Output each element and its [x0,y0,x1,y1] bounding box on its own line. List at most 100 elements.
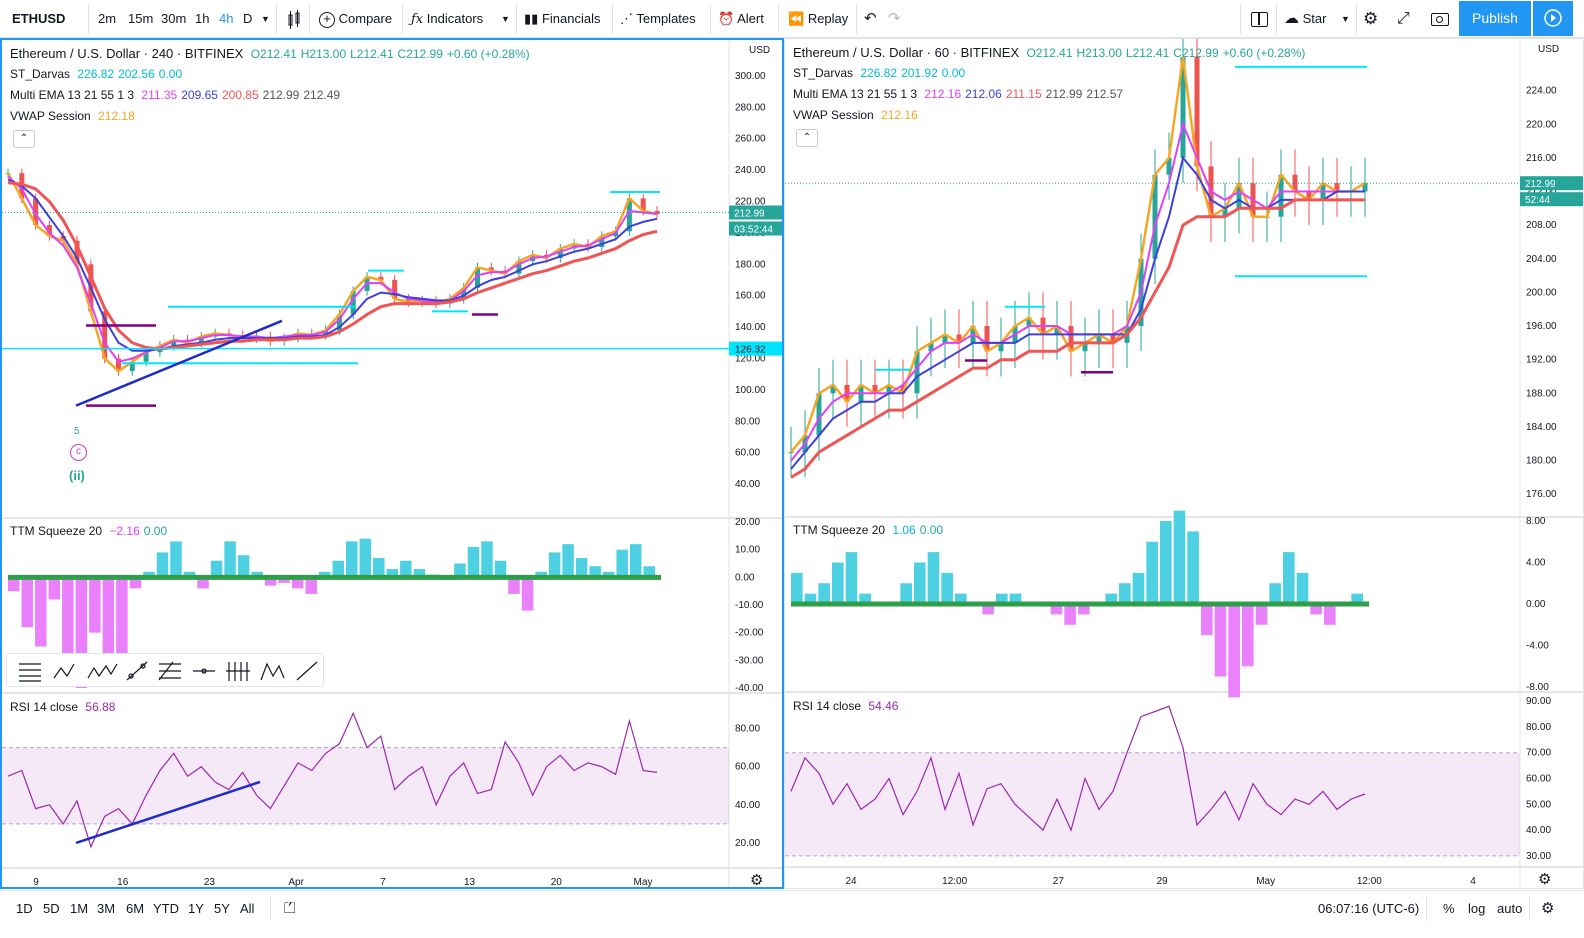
candle-body [1068,326,1074,352]
price-tick-label: 224.00 [1526,86,1557,97]
gear-icon[interactable]: ⚙ [1541,900,1555,917]
rsi-tick-label: 40.00 [735,800,760,811]
ttm-histogram-bar [1269,583,1281,604]
chevron-down-icon[interactable]: ▼ [501,14,510,24]
range-5d[interactable]: 5D [43,901,60,916]
indicator-value: 0.00 [941,66,966,80]
ttm-histogram-bar [575,557,588,578]
camera-icon[interactable] [1431,0,1449,38]
publish-button[interactable]: Publish [1459,1,1531,36]
cloud-icon: ☁ [1284,10,1299,27]
legend-vwap[interactable]: VWAP Session 212.18 [10,109,139,123]
percent-toggle[interactable]: % [1443,901,1455,916]
ttm-histogram-bar [156,552,169,578]
ttm-histogram-bar [305,577,317,594]
collapse-legend-button[interactable]: ⌃ [796,129,818,147]
price-tick-label: 120.00 [735,354,766,365]
collapse-legend-button[interactable]: ⌃ [13,130,35,148]
ttm-histogram-bar [1132,572,1145,604]
range-1d[interactable]: 1D [16,901,33,916]
ttm-histogram-bar [914,562,926,604]
currency-label[interactable]: USD [749,45,771,56]
financials-button[interactable]: ▮▮ Financials [524,0,600,38]
divider [778,4,779,34]
rsi-line [790,705,1366,832]
candle-body [33,198,39,226]
currency-label[interactable]: USD [1538,44,1560,55]
ttm-histogram-bar [210,560,223,578]
gear-icon[interactable]: ⚙ [1363,9,1379,28]
fullscreen-icon[interactable]: ⤢ [1397,10,1410,27]
rsi-tick-label: 80.00 [735,724,760,735]
chevron-down-icon[interactable]: ▼ [1341,14,1350,24]
candles-icon[interactable] [286,0,302,38]
right-chart-canvas[interactable]: 224.00 220.00 216.00 212.00 208.00 204.00 200.… [785,39,1584,889]
fib-icon[interactable] [158,661,181,681]
divider [88,4,89,34]
legend-ttm[interactable]: TTM Squeeze 20 1.06 0.00 [793,523,947,537]
lines-icon[interactable] [19,663,41,682]
range-3m[interactable]: 3M [97,901,116,916]
interval-4h[interactable]: 4h [219,11,234,26]
legend-ema[interactable]: Multi EMA 13 21 55 1 3 212.16 212.06 211.1… [793,87,1127,101]
elliott-wave-icon[interactable] [87,663,118,679]
alert-button[interactable]: ⏰ Alert [718,0,764,38]
templates-button[interactable]: ⋰ Templates [620,0,696,38]
interval-d[interactable]: D [243,11,253,26]
legend-ttm[interactable]: TTM Squeeze 20 −2.16 0.00 [10,524,171,538]
redo-icon[interactable]: ↷ [888,10,901,27]
range-1m[interactable]: 1M [70,901,89,916]
candle-body [1180,57,1186,158]
legend-rsi[interactable]: RSI 14 close 56.88 [10,700,119,714]
price-tick-label: 260.00 [735,134,766,145]
interval-15m[interactable]: 15m [128,11,154,26]
interval-30m[interactable]: 30m [161,11,187,26]
legend-ema[interactable]: Multi EMA 13 21 55 1 3 211.35 209.65 200.8… [10,88,344,102]
range-1y[interactable]: 1Y [188,901,204,916]
range-5y[interactable]: 5Y [214,901,230,916]
trend-line-icon[interactable] [126,661,148,681]
candle-body [102,311,108,359]
layout-icon[interactable] [1251,0,1268,38]
gear-icon[interactable]: ⚙ [1538,871,1552,888]
indicator-value: 212.57 [1086,87,1124,101]
candle-body [1278,174,1284,217]
ray-icon[interactable] [296,661,318,681]
range-6m[interactable]: 6M [126,901,145,916]
left-chart-pane[interactable]: 300.00 280.00 260.00 240.00 220.00 20 0.00 180.… [0,38,784,889]
bars-pattern-icon[interactable] [226,662,250,681]
price-tick-label: 80.00 [735,416,760,427]
gear-icon[interactable]: ⚙ [750,872,764,889]
legend-rsi[interactable]: RSI 14 close 54.46 [793,699,902,713]
ttm-histogram-bar [1310,604,1322,615]
range-all[interactable]: All [240,901,255,916]
interval-2m[interactable]: 2m [98,11,117,26]
right-chart-pane[interactable]: 224.00 220.00 216.00 212.00 208.00 204.00 200.… [784,38,1584,889]
play-icon[interactable] [1533,1,1573,36]
horizontal-line-icon[interactable] [193,668,215,674]
ttm-histogram-bar [1173,510,1186,604]
abc-pattern-icon[interactable] [53,663,75,679]
left-chart-canvas[interactable]: 300.00 280.00 260.00 240.00 220.00 20 0.00 180.… [2,40,784,889]
legend-darvas[interactable]: ST_Darvas 226.82 201.92 0.00 [793,66,969,80]
indicators-button[interactable]: ƒx Indicators [411,0,483,38]
log-toggle[interactable]: log [1468,901,1486,916]
xabcd-pattern-icon[interactable] [260,662,285,681]
symbol-search[interactable]: ETHUSD [12,11,66,26]
ttm-histogram-bar [1351,593,1363,604]
save-layout-button[interactable]: ☁ Star [1284,0,1326,38]
calendar-icon[interactable]: ⏍ [284,900,296,917]
replay-button[interactable]: ⏪ Replay [788,0,848,38]
interval-1h[interactable]: 1h [195,11,210,26]
range-ytd[interactable]: YTD [153,901,179,916]
chevron-down-icon[interactable]: ▼ [261,14,270,24]
time-axis-label: 24 [845,876,857,887]
legend-vwap[interactable]: VWAP Session 212.16 [793,108,922,122]
auto-toggle[interactable]: auto [1497,901,1523,916]
undo-icon[interactable]: ↶ [864,10,877,27]
right-legend-title: Ethereum / U.S. Dollar · 60 · BITFINEX O… [793,45,1309,60]
legend-darvas[interactable]: ST_Darvas 226.82 202.56 0.00 [10,67,186,81]
compare-button[interactable]: + Compare [319,0,392,38]
clock-time[interactable]: 06:07:16 (UTC-6) [1318,901,1420,916]
ttm-histogram-bar [535,571,547,578]
